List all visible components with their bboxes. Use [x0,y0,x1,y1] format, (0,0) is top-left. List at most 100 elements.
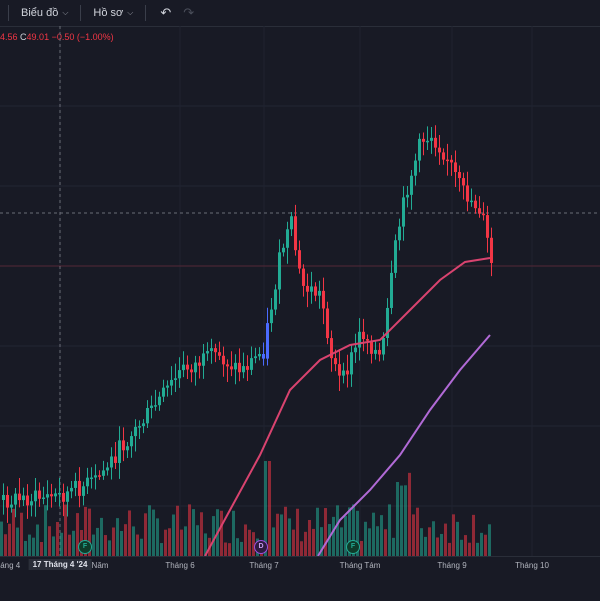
candle-body [342,370,345,376]
candle-body [358,331,361,348]
volume-bar [456,521,459,556]
chevron-down-icon: ⌵ [62,8,69,17]
volume-bar [316,507,319,556]
volume-bar [304,531,307,556]
candle-body [162,387,165,397]
candle-body [370,340,373,354]
legend-close-label: C [20,32,27,42]
volume-bar [116,518,119,556]
moving-average-long [317,334,491,556]
time-axis-tick: Tháng 7 [249,561,279,570]
volume-bar [220,510,223,556]
candle-body [150,405,153,408]
volume-bar [340,527,343,556]
volume-bar [76,513,79,556]
undo-icon[interactable]: ↶ [160,5,172,20]
volume-bar [344,515,347,556]
candle-body [138,426,141,428]
volume-bar [292,529,295,556]
volume-bar [192,509,195,556]
volume-bar [40,541,43,556]
candle-body [438,147,441,153]
volume-bar [484,534,487,556]
candle-body [382,337,385,355]
candle-body [450,159,453,163]
volume-bar [372,512,375,556]
profile-menu-label: Hồ sơ [93,7,124,19]
candle-body [126,446,129,451]
volume-bar [212,516,215,556]
candle-body [298,250,301,269]
volume-bar [4,534,7,556]
volume-bar [320,527,323,556]
volume-bar [248,529,251,556]
volume-bar [16,527,19,556]
volume-bar [120,531,123,556]
candle-body [406,194,409,198]
time-axis-tick: Tháng Tám [339,561,381,570]
candle-body [62,492,65,502]
volume-bar [160,543,163,556]
candle-body [290,216,293,230]
legend-partial-value: 4.56 [0,32,18,42]
time-axis-tick: Tháng 9 [437,561,467,570]
candle-body [190,369,193,373]
candle-body [270,309,273,324]
volume-bar [284,506,287,556]
volume-bar [104,535,107,556]
candle-body [250,358,253,370]
volume-bar [300,541,303,556]
volume-bar [128,510,131,556]
candle-body [386,307,389,338]
earnings-event-icon[interactable]: F [78,540,92,554]
candle-body [134,426,137,437]
volume-bar [32,537,35,556]
candle-body [366,339,369,341]
chevron-down-icon: ⌵ [127,8,134,17]
redo-icon[interactable]: ↷ [183,5,195,20]
candle-body [210,348,213,352]
volume-bar [184,526,187,556]
candle-body [234,362,237,370]
candle-body [182,364,185,371]
volume-bar [336,505,339,556]
volume-bar [188,504,191,556]
candle-body [170,379,173,386]
volume-bar [204,533,207,556]
candle-body [118,440,121,463]
candle-body [294,216,297,251]
candle-body [258,353,261,357]
volume-bar [308,519,311,556]
moving-average-short [204,257,491,556]
earnings-event-icon[interactable]: F [346,540,360,554]
candle-body [70,487,73,492]
profile-menu-button[interactable]: Hồ sơ ⌵ [89,7,137,19]
candle-body [486,215,489,238]
dividend-event-icon[interactable]: D [254,540,268,554]
volume-bar [288,518,291,556]
candle-body [130,436,133,447]
chart-menu-button[interactable]: Biểu đồ ⌵ [17,7,72,19]
time-axis-tick: 17 Tháng 4 '24 [28,559,92,570]
candle-body [362,331,365,340]
candle-body [58,492,61,495]
candle-body [222,355,225,365]
candle-body [462,178,465,186]
volume-bar [24,540,27,556]
volume-bar [88,508,91,556]
volume-bar [268,461,271,556]
volume-bar [488,524,491,556]
candle-body [10,504,13,508]
volume-bar [332,516,335,556]
price-chart[interactable] [0,26,600,556]
candle-body [186,364,189,370]
candle-body [286,229,289,248]
volume-bar [400,485,403,556]
candle-body [6,494,9,508]
volume-bar [148,505,151,556]
volume-bar [132,526,135,556]
volume-bar [464,535,467,556]
candle-body [478,208,481,214]
toolbar-separator [80,5,82,21]
